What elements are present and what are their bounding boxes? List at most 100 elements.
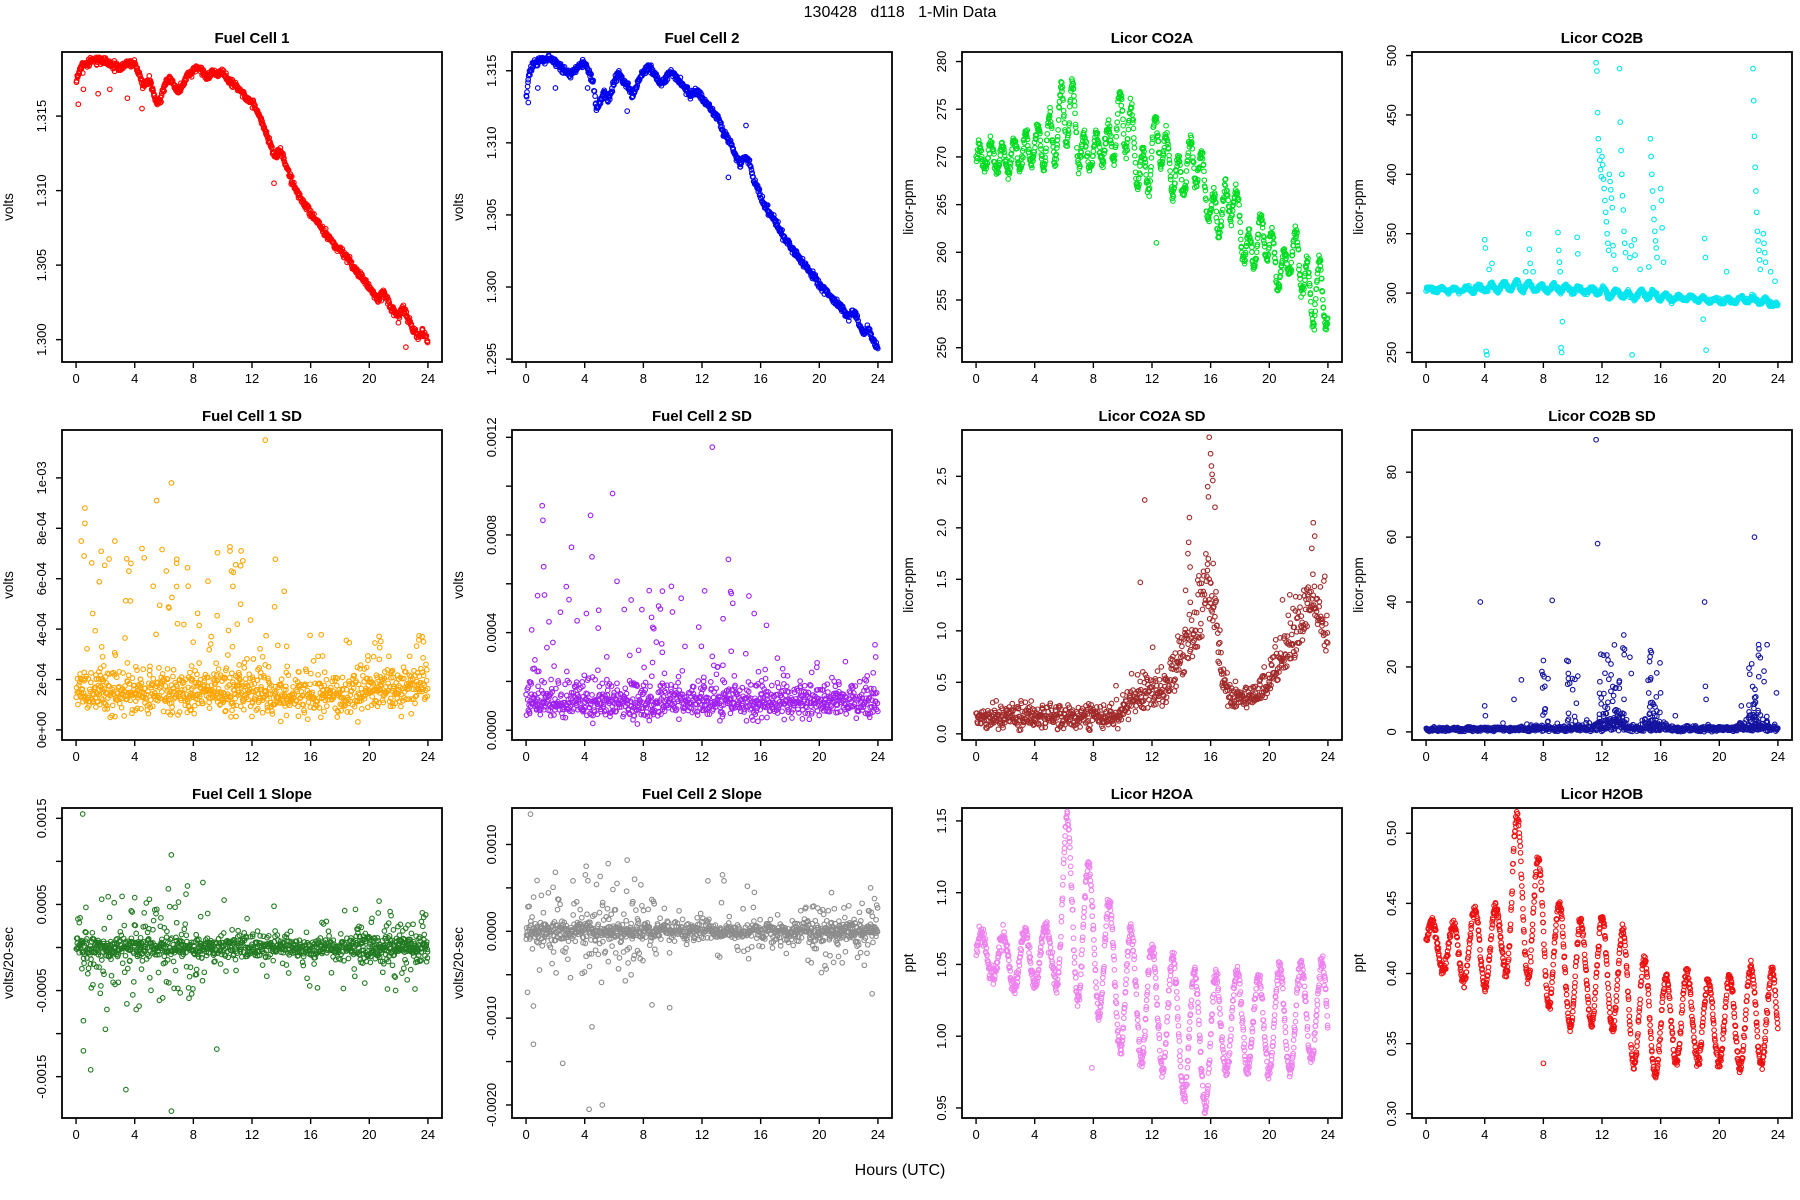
x-tick-label: 24 (421, 1127, 435, 1142)
x-tick-label: 8 (190, 371, 197, 386)
x-tick-label: 0 (972, 371, 979, 386)
y-tick-label: 0.45 (1384, 891, 1399, 916)
x-tick-label: 4 (1481, 749, 1488, 764)
y-tick-label: 265 (934, 194, 949, 216)
y-tick-label: 1.310 (34, 174, 49, 207)
x-tick-label: 24 (1321, 371, 1335, 386)
panel-title: Licor H2OB (1561, 786, 1644, 803)
y-tick-label: 60 (1384, 530, 1399, 544)
panel-fuel-cell-2-slope: Fuel Cell 2 Slope volts/20-sec 0 4 8 12 16 20 24… (451, 786, 893, 1142)
y-axis-label: volts (1, 571, 16, 599)
y-tick-label: 1.295 (484, 343, 499, 376)
data-points (1423, 59, 1781, 358)
panel-title: Fuel Cell 1 SD (202, 408, 302, 425)
panel-title: Licor CO2B (1561, 30, 1644, 47)
x-tick-label: 4 (1031, 371, 1038, 386)
x-tick-label: 12 (1145, 371, 1159, 386)
x-tick-label: 24 (1771, 1127, 1785, 1142)
y-tick-label: 1.15 (934, 808, 949, 833)
x-tick-label: 24 (1321, 1127, 1335, 1142)
x-tick-label: 8 (1540, 1127, 1547, 1142)
y-tick-label: 20 (1384, 660, 1399, 674)
x-tick-label: 4 (1481, 371, 1488, 386)
x-tick-label: 0 (972, 1127, 979, 1142)
y-tick-label: 1.310 (484, 127, 499, 160)
x-tick-label: 0 (72, 371, 79, 386)
x-tick-label: 20 (1262, 749, 1276, 764)
y-tick-label: 1e-03 (34, 461, 49, 494)
y-tick-label: 1.0 (934, 622, 949, 640)
panel-title: Fuel Cell 1 Slope (192, 786, 312, 803)
y-tick-label: 280 (934, 51, 949, 73)
y-tick-label: 0.0015 (34, 798, 49, 838)
x-tick-label: 24 (421, 371, 435, 386)
y-tick-label: 1.315 (34, 100, 49, 133)
x-tick-label: 24 (1771, 371, 1785, 386)
y-tick-label: 0.0000 (484, 710, 499, 750)
y-tick-label: 255 (934, 289, 949, 311)
y-tick-label: 0.30 (1384, 1101, 1399, 1126)
data-points (523, 444, 881, 727)
x-tick-label: 0 (522, 371, 529, 386)
panel-fuel-cell-2: Fuel Cell 2 volts 0 4 8 12 16 20 24 1.295 1.300 1.3… (451, 30, 893, 386)
x-tick-label: 16 (753, 1127, 767, 1142)
x-tick-label: 12 (1595, 371, 1609, 386)
x-tick-label: 8 (190, 749, 197, 764)
x-tick-label: 24 (1771, 749, 1785, 764)
y-tick-label: 0.50 (1384, 821, 1399, 846)
y-tick-label: 0 (1384, 728, 1399, 735)
x-tick-label: 4 (581, 371, 588, 386)
y-tick-label: 1.5 (934, 570, 949, 588)
x-tick-label: 20 (1262, 371, 1276, 386)
panel-title: Licor CO2A (1111, 30, 1194, 47)
y-tick-label: 1.305 (34, 249, 49, 282)
panel-licor-co2a: Licor CO2A licor-ppm 0 4 8 12 16 20 24 250 255 260 2… (901, 30, 1343, 386)
y-tick-label: 1.300 (484, 271, 499, 304)
y-tick-label: 0.0012 (484, 417, 499, 457)
x-tick-label: 4 (1031, 1127, 1038, 1142)
x-tick-label: 8 (640, 749, 647, 764)
y-tick-label: -0.0005 (34, 969, 49, 1013)
panel-title: Fuel Cell 2 SD (652, 408, 752, 425)
y-tick-label: 1.10 (934, 880, 949, 905)
x-tick-label: 0 (522, 749, 529, 764)
x-tick-label: 12 (245, 371, 259, 386)
x-tick-label: 12 (1145, 749, 1159, 764)
x-tick-label: 12 (1595, 749, 1609, 764)
x-tick-label: 4 (131, 749, 138, 764)
x-tick-label: 8 (1540, 371, 1547, 386)
y-tick-label: 1.305 (484, 199, 499, 232)
x-tick-label: 12 (1595, 1127, 1609, 1142)
x-tick-label: 0 (1422, 1127, 1429, 1142)
x-tick-label: 12 (245, 1127, 259, 1142)
y-tick-label: 8e-04 (34, 512, 49, 545)
panel-licor-h2oa: Licor H2OA ppt 0 4 8 12 16 20 24 0.95 1.00 1.05 1.10… (901, 786, 1343, 1142)
x-tick-label: 16 (303, 749, 317, 764)
data-points (973, 76, 1331, 333)
y-tick-label: 1.00 (934, 1024, 949, 1049)
x-tick-label: 0 (522, 1127, 529, 1142)
y-tick-label: 1.05 (934, 952, 949, 977)
x-tick-label: 0 (72, 1127, 79, 1142)
y-tick-label: 270 (934, 146, 949, 168)
x-tick-label: 8 (1090, 371, 1097, 386)
y-axis-label: volts (451, 571, 466, 599)
x-tick-label: 20 (812, 371, 826, 386)
y-tick-label: 0.95 (934, 1095, 949, 1120)
y-tick-label: 0.0004 (484, 613, 499, 653)
x-tick-label: 12 (1145, 1127, 1159, 1142)
x-tick-label: 0 (972, 749, 979, 764)
panel-licor-h2ob: Licor H2OB ppt 0 4 8 12 16 20 24 0.30 0.35 0.40 0.45… (1351, 786, 1793, 1142)
y-axis-label: licor-ppm (901, 179, 916, 235)
data-points (973, 434, 1331, 734)
y-axis-label: licor-ppm (901, 557, 916, 613)
x-tick-label: 0 (1422, 749, 1429, 764)
x-tick-label: 20 (812, 1127, 826, 1142)
x-tick-label: 16 (1203, 749, 1217, 764)
x-tick-label: 16 (303, 1127, 317, 1142)
y-tick-label: 0.40 (1384, 961, 1399, 986)
y-tick-label: -0.0010 (484, 996, 499, 1040)
x-tick-label: 12 (695, 749, 709, 764)
x-tick-label: 20 (362, 1127, 376, 1142)
y-tick-label: 1.315 (484, 54, 499, 87)
